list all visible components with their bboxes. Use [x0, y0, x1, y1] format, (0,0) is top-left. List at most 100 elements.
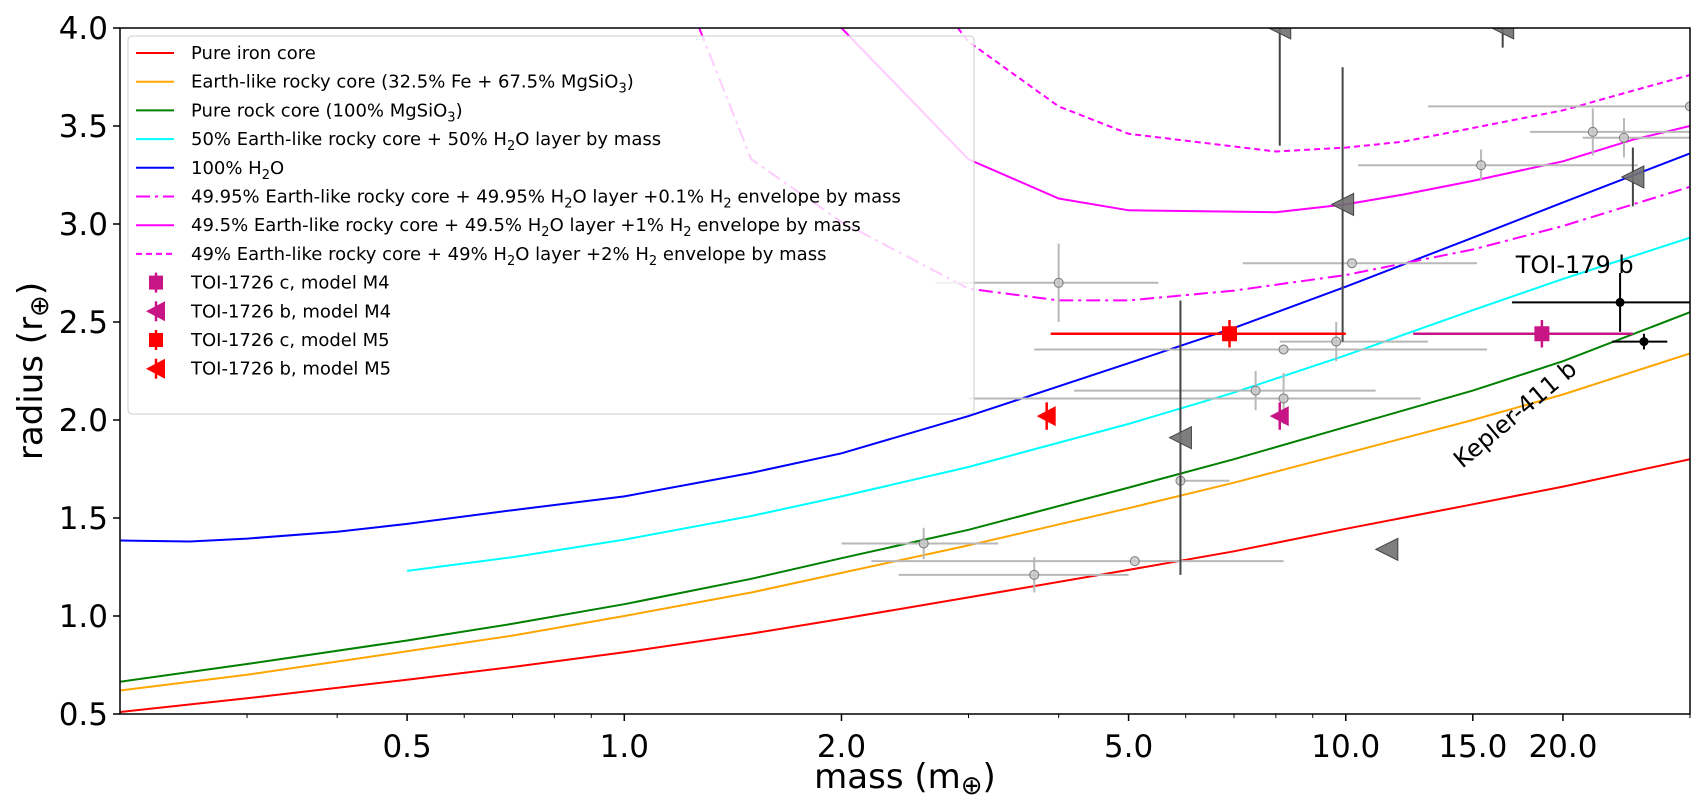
y-tick-label-1: 1.0 [59, 599, 108, 635]
legend-point-2-label: TOI-1726 c, model M5 [190, 330, 390, 351]
grey-point-7 [1278, 344, 1289, 355]
legend-series-4-label-sub: 2 [262, 168, 270, 183]
legend-series-3-label-sub: 2 [507, 139, 515, 154]
legend-series-6: 49.5% Earth-like rocky core + 49.5% H2​O… [136, 215, 861, 240]
legend-point-2: TOI-1726 c, model M5 [149, 330, 390, 351]
legend-point-3-swatch [146, 358, 165, 379]
triangle-marker-4 [1267, 28, 1292, 40]
y-tick-label-0: 0.5 [59, 697, 108, 733]
legend-series-5-label-mid: O layer +0.1% H [572, 187, 723, 208]
legend-series-5-label-sub2: 2 [723, 197, 731, 212]
legend-series-7: 49% Earth-like rocky core + 49% H2​O lay… [136, 244, 826, 269]
triangle-marker-5 [1490, 28, 1515, 40]
y-tick-label-6: 3.5 [59, 109, 108, 145]
legend-series-4-label: 100% H2​O [191, 158, 284, 183]
grey-point-12 [1618, 132, 1629, 143]
legend-series-3-label-pre: 50% Earth-like rocky core + 50% H [191, 129, 507, 150]
legend-point-2-label-pre: TOI-1726 c, model M5 [190, 330, 390, 351]
series-line-1 [120, 352, 1690, 692]
series-line-3 [406, 236, 1690, 572]
legend-point-2-swatch [149, 333, 163, 347]
legend-series-7-label-mid: O layer +2% H [515, 244, 649, 265]
series-line-0 [120, 458, 1690, 713]
legend-series-6-label-mid: O layer +1% H [550, 215, 684, 236]
legend-series-2-label-pre: Pure rock core (100% MgSiO [191, 100, 447, 121]
legend-point-1-label: TOI-1726 b, model M4 [190, 301, 391, 322]
black-point-0 [1615, 297, 1625, 307]
legend-series-7-label-post: envelope by mass [657, 244, 826, 265]
legend-series-7-label: 49% Earth-like rocky core + 49% H2​O lay… [191, 244, 826, 269]
toi-point-0 [1534, 326, 1550, 342]
legend-series-7-label-sub2: 2 [649, 254, 657, 269]
legend-box [127, 35, 975, 415]
y-tick-label-7: 4.0 [59, 11, 108, 47]
legend-point-0-label-pre: TOI-1726 c, model M4 [190, 273, 390, 294]
legend-series-6-label-post: envelope by mass [692, 215, 861, 236]
legend-point-1-label-pre: TOI-1726 b, model M4 [190, 301, 391, 322]
legend-series-1-label-sub: 3 [618, 82, 626, 97]
legend-series-3-label: 50% Earth-like rocky core + 50% H2​O lay… [191, 129, 661, 154]
y-tick-label-4: 2.5 [59, 305, 108, 341]
legend-series-6-label-pre: 49.5% Earth-like rocky core + 49.5% H [191, 215, 541, 236]
legend-point-3: TOI-1726 b, model M5 [146, 358, 391, 380]
plot-frame [119, 27, 1691, 715]
x-tick-label-1: 1.0 [600, 729, 649, 765]
plot-points [841, 28, 1690, 593]
toi-point-1 [1269, 406, 1289, 427]
legend-point-0-label: TOI-1726 c, model M4 [190, 273, 390, 294]
triangle-marker-3 [1620, 165, 1645, 189]
legend-point-0-swatch [149, 275, 163, 290]
legend-series-0-label: Pure iron core [191, 43, 316, 64]
legend-series-0-label-pre: Pure iron core [191, 43, 316, 64]
legend-series-5-label: 49.95% Earth-like rocky core + 49.95% H 2… [191, 187, 901, 212]
legend-series-2-label: Pure rock core (100% MgSiO3​) [191, 100, 463, 125]
triangle-marker-0 [1330, 192, 1355, 217]
legend-series-0: Pure iron core [136, 43, 316, 64]
legend-series-6-label-sub2: 2 [683, 225, 691, 240]
legend-series-7-label-sub: 2 [507, 254, 515, 269]
legend-series-1-label: Earth-like rocky core (32.5% Fe + 67.5% … [191, 72, 634, 97]
grey-point-9 [1346, 258, 1357, 269]
y-axis-title: radius (r⊕) [11, 282, 55, 460]
black-point-1 [1639, 337, 1649, 347]
x-tick-label-0: 0.5 [382, 729, 431, 765]
legend-point-3-label: TOI-1726 b, model M5 [190, 359, 391, 380]
grey-point-10 [1476, 160, 1487, 171]
legend-series-5-label-post: envelope by mass [732, 187, 901, 208]
legend-series-1: Earth-like rocky core (32.5% Fe + 67.5% … [136, 72, 634, 97]
x-tick-label-5: 15.0 [1438, 729, 1507, 765]
legend-series-5-label-pre: 49.95% Earth-like rocky core + 49.95% H [191, 187, 564, 208]
legend-series-3: 50% Earth-like rocky core + 50% H2​O lay… [136, 129, 661, 154]
y-tick-label-3: 2.0 [59, 403, 108, 439]
x-tick-label-6: 20.0 [1528, 729, 1597, 765]
legend-point-0: TOI-1726 c, model M4 [149, 272, 390, 294]
legend: Pure iron core Earth-like rocky core (32.… [127, 35, 975, 415]
grey-point-13 [1685, 101, 1690, 112]
legend-series-5: 49.95% Earth-like rocky core + 49.95% H 2… [136, 187, 901, 212]
legend-point-1: TOI-1726 b, model M4 [146, 301, 391, 322]
legend-series-6-label: 49.5% Earth-like rocky core + 49.5% H2​O… [191, 215, 861, 240]
y-tick-label-5: 3.0 [59, 207, 108, 243]
legend-point-1-swatch [146, 301, 165, 322]
legend-series-1-label-pre: Earth-like rocky core (32.5% Fe + 67.5% … [191, 72, 618, 93]
grey-point-5 [1250, 385, 1261, 396]
grey-point-3 [1053, 277, 1064, 288]
legend-series-2-label-sub: 3 [447, 110, 455, 125]
grey-point-1 [1029, 569, 1040, 580]
grey-point-6 [1278, 393, 1289, 404]
grey-point-0 [918, 538, 929, 549]
axes: 0.5 1.0 2.0 5.0 10.0 15.0 20.0 0.5 1.0 1.5 2.0 2.5 3… [59, 11, 1691, 765]
legend-series-7-label-pre: 49% Earth-like rocky core + 49% H [191, 244, 507, 265]
x-tick-label-4: 10.0 [1311, 729, 1380, 765]
legend-series-4: 100% H2​O [136, 158, 284, 183]
legend-series-6-label-sub: 2 [541, 225, 549, 240]
y-axis-title-symbol: ⊕ [25, 295, 55, 317]
grey-point-11 [1587, 126, 1598, 137]
toi-point-3 [1036, 406, 1056, 427]
triangle-marker-1 [1168, 425, 1192, 450]
toi-point-2 [1222, 326, 1238, 342]
series-line-7 [957, 28, 1690, 153]
grey-point-2 [1129, 556, 1140, 567]
annotation-0: TOI-179 b [1515, 251, 1634, 279]
